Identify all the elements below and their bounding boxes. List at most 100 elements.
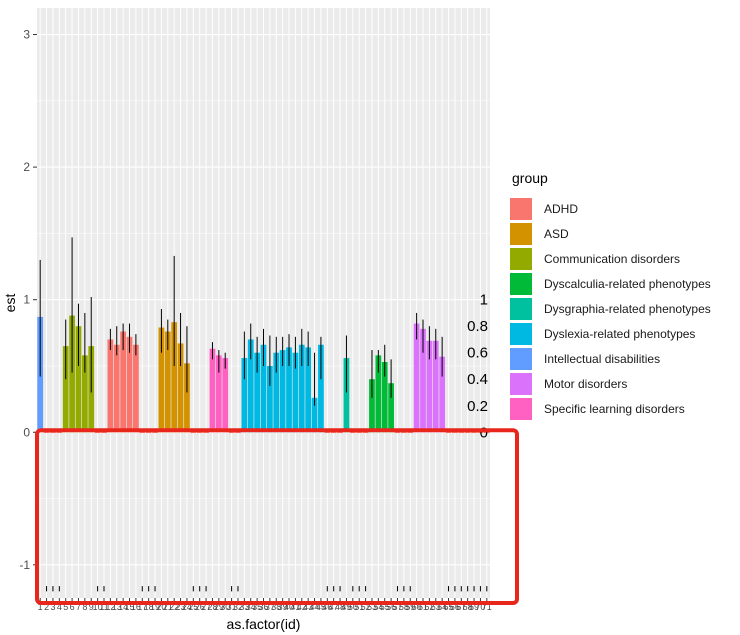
bar bbox=[381, 362, 388, 433]
bar bbox=[215, 355, 222, 433]
legend-label: ASD bbox=[544, 226, 569, 241]
legend-item: ADHD bbox=[510, 196, 711, 221]
bar bbox=[222, 358, 229, 433]
x-tick-label: 8 bbox=[82, 602, 87, 612]
x-tick-label: 61 bbox=[418, 602, 428, 612]
x-tick-label: 56 bbox=[386, 602, 396, 612]
x-tick-label: 20 bbox=[156, 602, 166, 612]
bar bbox=[292, 352, 299, 433]
x-tick-label: 26 bbox=[195, 602, 205, 612]
x-axis-title: as.factor(id) bbox=[227, 616, 301, 632]
x-tick-label: 23 bbox=[176, 602, 186, 612]
x-tick-label: 63 bbox=[431, 602, 441, 612]
y-tick-label: 3 bbox=[23, 28, 30, 42]
legend-item: ASD bbox=[510, 221, 711, 246]
bar bbox=[432, 340, 439, 433]
bar bbox=[75, 326, 82, 433]
bar bbox=[133, 344, 139, 433]
x-tick-label: 13 bbox=[112, 602, 122, 612]
bar bbox=[209, 348, 216, 433]
bar bbox=[177, 343, 184, 433]
bar bbox=[120, 331, 127, 433]
x-tick-label: 21 bbox=[163, 602, 173, 612]
secondary-labels: 1 0.8 0.6 0.4 0.2 0 bbox=[467, 292, 488, 442]
x-tick-label: 29 bbox=[214, 602, 224, 612]
bar bbox=[254, 352, 260, 433]
bar bbox=[279, 350, 286, 433]
x-tick-label: 19 bbox=[150, 602, 160, 612]
legend-key bbox=[510, 247, 532, 270]
x-tick-label: 59 bbox=[405, 602, 415, 612]
x-tick-label: 14 bbox=[118, 602, 128, 612]
x-tick-label: 34 bbox=[246, 602, 256, 612]
legend-key bbox=[510, 272, 532, 295]
bar bbox=[413, 323, 420, 433]
legend-label: Communication disorders bbox=[544, 251, 681, 266]
legend-item: Dyscalculia-related phenotypes bbox=[510, 271, 711, 296]
y-tick-label: -1 bbox=[19, 558, 30, 572]
x-tick-label: 60 bbox=[412, 602, 422, 612]
x-tick-label: 27 bbox=[201, 602, 211, 612]
x-tick-label: 67 bbox=[456, 602, 466, 612]
bar bbox=[247, 339, 254, 433]
x-tick-label: 12 bbox=[105, 602, 115, 612]
legend-key bbox=[510, 197, 532, 220]
x-axis: 1 2 3 4 5 6 7 8 91011121314151617181920212223242… bbox=[38, 598, 492, 612]
x-tick-label: 28 bbox=[207, 602, 217, 612]
bar bbox=[298, 344, 305, 433]
x-tick-label: 69 bbox=[469, 602, 479, 612]
x-tick-label: 39 bbox=[278, 602, 288, 612]
x-tick-label: 45 bbox=[316, 602, 326, 612]
bar bbox=[260, 344, 267, 433]
bar bbox=[241, 358, 248, 433]
legend-item: Dysgraphia-related phenotypes bbox=[510, 296, 711, 321]
x-tick-label: 55 bbox=[380, 602, 390, 612]
x-tick-label: 24 bbox=[182, 602, 192, 612]
y-tick-label: 1 bbox=[23, 293, 30, 307]
x-tick-label: 22 bbox=[169, 602, 179, 612]
x-tick-label: 71 bbox=[482, 602, 492, 612]
x-tick-label: 50 bbox=[348, 602, 358, 612]
x-tick-label: 46 bbox=[322, 602, 332, 612]
legend-key bbox=[510, 397, 532, 420]
x-tick-label: 53 bbox=[367, 602, 377, 612]
x-tick-label: 33 bbox=[239, 602, 249, 612]
x-tick-label: 2 bbox=[44, 602, 49, 612]
bar bbox=[420, 328, 426, 433]
legend-key bbox=[510, 322, 532, 345]
legend-key bbox=[510, 222, 532, 245]
legend-label: ADHD bbox=[544, 201, 579, 216]
legend-label: Specific learning disorders bbox=[544, 401, 685, 416]
x-tick-label: 48 bbox=[335, 602, 345, 612]
x-tick-label: 64 bbox=[437, 602, 447, 612]
bar bbox=[426, 340, 433, 433]
legend-key bbox=[510, 347, 532, 370]
legend-key bbox=[510, 297, 532, 320]
x-tick-label: 43 bbox=[303, 602, 313, 612]
bar bbox=[62, 346, 69, 433]
bar bbox=[311, 397, 318, 433]
x-tick-label: 51 bbox=[354, 602, 364, 612]
bars bbox=[37, 315, 490, 434]
x-tick-label: 52 bbox=[361, 602, 371, 612]
bar bbox=[164, 331, 171, 433]
bar bbox=[273, 352, 280, 433]
x-tick-label: 16 bbox=[131, 602, 141, 612]
bar bbox=[369, 379, 375, 433]
x-tick-label: 37 bbox=[265, 602, 275, 612]
bar bbox=[375, 355, 382, 433]
legend-label: Dyslexia-related phenotypes bbox=[544, 326, 696, 341]
x-tick-label: 9 bbox=[89, 602, 94, 612]
bar bbox=[305, 347, 312, 433]
x-tick-label: 18 bbox=[144, 602, 154, 612]
secondary-label: 0 bbox=[480, 424, 488, 441]
x-tick-label: 65 bbox=[444, 602, 454, 612]
legend-label: Dysgraphia-related phenotypes bbox=[544, 301, 711, 316]
error-bars bbox=[39, 237, 488, 592]
x-tick-label: 42 bbox=[297, 602, 307, 612]
legend-label: Dyscalculia-related phenotypes bbox=[544, 276, 711, 291]
x-tick-label: 11 bbox=[99, 602, 108, 612]
x-tick-label: 6 bbox=[70, 602, 75, 612]
bar bbox=[113, 344, 120, 433]
secondary-label: 0.8 bbox=[467, 318, 488, 335]
